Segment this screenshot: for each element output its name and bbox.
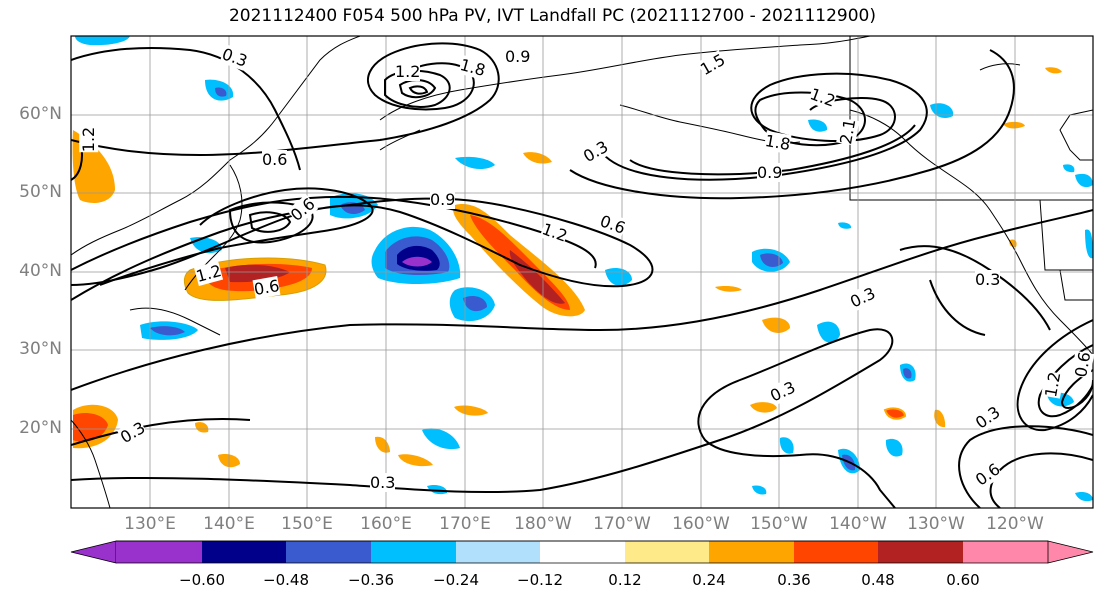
contour-label: 1.2 bbox=[539, 219, 570, 246]
contour-label: 0.3 bbox=[116, 417, 149, 448]
contour-label: 1.2 bbox=[79, 126, 99, 153]
contour-label: 0.3 bbox=[847, 283, 879, 312]
lon-label-130w: 130°W bbox=[907, 514, 965, 534]
contour-label: 0.6 bbox=[971, 459, 1004, 490]
contour-label: 2.1 bbox=[836, 117, 860, 146]
contour-label: 1.2 bbox=[1041, 370, 1065, 399]
map-frame bbox=[70, 35, 1094, 509]
colorbar-segment bbox=[963, 541, 1048, 563]
colorbar bbox=[70, 540, 1094, 564]
contour-label: 0.9 bbox=[430, 190, 456, 209]
contour-label: 1.8 bbox=[457, 55, 488, 80]
colorbar-segment bbox=[878, 541, 963, 563]
colorbar-tick: 0.36 bbox=[777, 571, 811, 589]
colorbar-tick: 0.48 bbox=[861, 571, 895, 589]
colorbar-tick: 0.60 bbox=[946, 571, 980, 589]
contour-label: 0.3 bbox=[370, 473, 396, 492]
contour-label: 0.6 bbox=[286, 194, 319, 225]
contour-label: 0.3 bbox=[579, 136, 612, 167]
map-title: 2021112400 F054 500 hPa PV, IVT Landfall… bbox=[228, 6, 876, 26]
lon-label-150e: 150°E bbox=[281, 514, 333, 534]
colorbar-segment bbox=[625, 541, 709, 563]
lat-label-50n: 50°N bbox=[19, 182, 62, 202]
colorbar-tick: −0.24 bbox=[433, 571, 479, 589]
contour-label: 1.2 bbox=[807, 84, 838, 111]
colorbar-segment bbox=[202, 541, 286, 563]
contour-label: 1.2 bbox=[193, 261, 224, 286]
lon-label-180w: 180°W bbox=[514, 514, 572, 534]
contour-label: 0.3 bbox=[219, 44, 250, 71]
contour-label: 0.3 bbox=[971, 402, 1004, 433]
contour-label: 0.9 bbox=[757, 163, 783, 182]
lon-label-150w: 150°W bbox=[750, 514, 808, 534]
contour-label: 1.2 bbox=[395, 62, 421, 81]
colorbar-tick: −0.48 bbox=[263, 571, 309, 589]
lat-label-20n: 20°N bbox=[19, 418, 62, 438]
contour-label: 0.6 bbox=[262, 150, 288, 169]
lon-label-170e: 170°E bbox=[439, 514, 491, 534]
lon-label-170w: 170°W bbox=[593, 514, 651, 534]
lon-label-130e: 130°E bbox=[124, 514, 176, 534]
contour-label: 0.6 bbox=[597, 211, 628, 238]
lon-label-160e: 160°E bbox=[360, 514, 412, 534]
colorbar-segment bbox=[540, 541, 625, 563]
contour-label: 0.9 bbox=[505, 47, 531, 66]
colorbar-segment bbox=[371, 541, 456, 563]
colorbar-segment bbox=[286, 541, 371, 563]
contour-label: 1.8 bbox=[763, 130, 792, 155]
colorbar-tick: −0.60 bbox=[179, 571, 225, 589]
lon-label-140e: 140°E bbox=[203, 514, 255, 534]
contour-label: 1.5 bbox=[696, 49, 729, 80]
lat-label-60n: 60°N bbox=[19, 104, 62, 124]
lon-label-140w: 140°W bbox=[829, 514, 887, 534]
lon-label-160w: 160°W bbox=[672, 514, 730, 534]
colorbar-tick: 0.12 bbox=[608, 571, 642, 589]
colorbar-segment bbox=[116, 541, 202, 563]
colorbar-tick: 0.24 bbox=[692, 571, 726, 589]
contour-label: 0.3 bbox=[975, 270, 1001, 289]
colorbar-tick: −0.12 bbox=[517, 571, 563, 589]
lon-label-120w: 120°W bbox=[986, 514, 1044, 534]
colorbar-extend-high bbox=[1047, 540, 1094, 564]
lat-label-40n: 40°N bbox=[19, 261, 62, 281]
contour-label: 0.6 bbox=[252, 275, 281, 300]
contour-label: 0.3 bbox=[767, 377, 799, 406]
colorbar-segment bbox=[456, 541, 540, 563]
colorbar-segment bbox=[794, 541, 878, 563]
contour-label: 0.6 bbox=[1071, 350, 1095, 379]
colorbar-segment bbox=[709, 541, 794, 563]
colorbar-tick: −0.36 bbox=[348, 571, 394, 589]
lat-label-30n: 30°N bbox=[19, 339, 62, 359]
